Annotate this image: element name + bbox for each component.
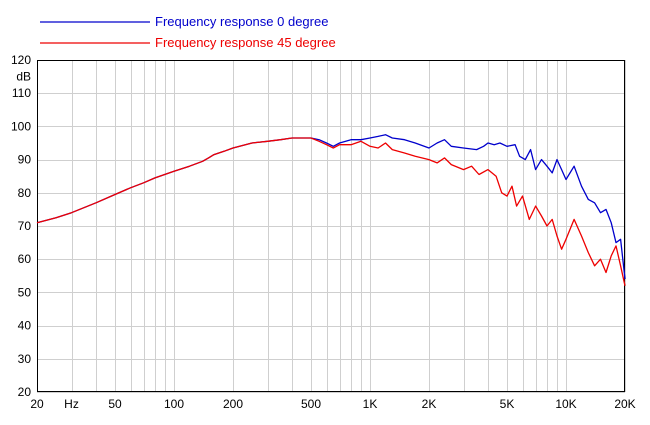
legend: Frequency response 0 degree Frequency re… [40, 14, 336, 50]
x-tick-label: 10K [555, 397, 576, 411]
y-tick-label: 110 [12, 86, 31, 100]
plot-border [37, 60, 625, 392]
x-tick-label: 200 [223, 397, 243, 411]
legend-label-0-degree: Frequency response 0 degree [155, 14, 328, 29]
y-tick-label: 120 [11, 53, 31, 67]
y-tick-label: 50 [18, 285, 32, 299]
y-tick-label: 80 [18, 186, 32, 200]
x-tick-label: 50 [108, 397, 122, 411]
y-tick-label: 40 [18, 319, 32, 333]
x-tick-label: 1K [363, 397, 378, 411]
x-tick-label: 20 [30, 397, 44, 411]
y-axis-unit-label: dB [16, 70, 31, 84]
x-tick-label: 5K [500, 397, 515, 411]
y-tick-label: 100 [11, 119, 31, 133]
x-tick-label: 20K [614, 397, 635, 411]
legend-label-45-degree: Frequency response 45 degree [155, 35, 336, 50]
x-axis-tick-labels: 20 Hz 50 100 200 500 1K 2K 5K 10K 20K [30, 397, 635, 411]
y-tick-label: 70 [18, 219, 32, 233]
y-tick-label: 20 [18, 385, 32, 399]
y-axis-tick-labels: 20 30 40 50 60 70 80 90 100 110 120 [11, 53, 31, 399]
y-tick-label: 30 [18, 352, 32, 366]
x-tick-label: 100 [164, 397, 184, 411]
x-tick-label: Hz [64, 397, 79, 411]
series-lines [36, 134, 626, 286]
series-line-45-degree [36, 137, 626, 286]
x-tick-label: 2K [422, 397, 437, 411]
y-tick-label: 90 [18, 153, 32, 167]
y-tick-label: 60 [18, 252, 32, 266]
x-tick-label: 500 [301, 397, 321, 411]
